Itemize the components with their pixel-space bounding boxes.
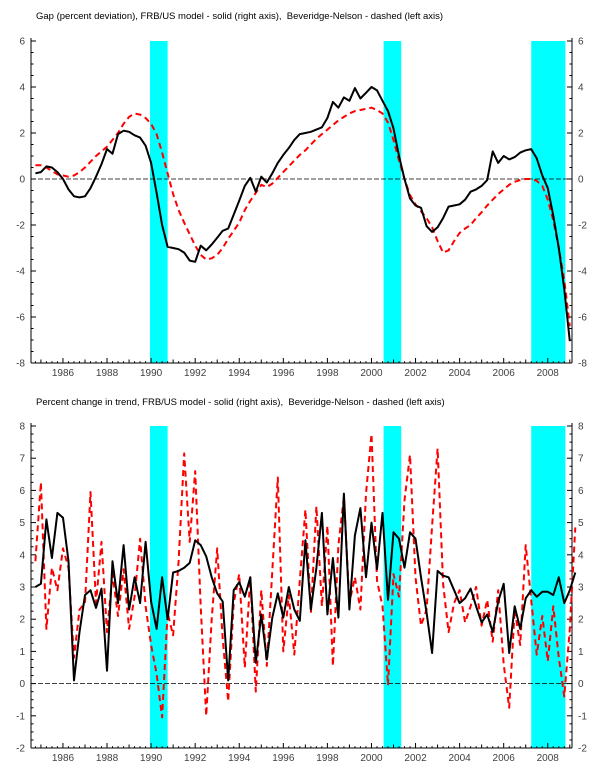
y-axis-label-left: 4 bbox=[19, 83, 25, 94]
recession-band bbox=[149, 426, 168, 748]
y-axis-label-right: 0 bbox=[578, 175, 584, 186]
recession-band bbox=[383, 41, 402, 363]
y-axis-label-right: 6 bbox=[578, 37, 584, 48]
y-axis-label-right: 3 bbox=[578, 583, 584, 594]
frbus-line bbox=[35, 86, 571, 342]
y-axis-label-left: 2 bbox=[19, 129, 25, 140]
y-axis-label-right: 1 bbox=[578, 647, 584, 658]
recession-band bbox=[383, 426, 402, 748]
beveridge-nelson-line bbox=[34, 433, 577, 719]
x-axis-label: 1994 bbox=[228, 753, 251, 764]
x-axis-label: 1988 bbox=[96, 753, 119, 764]
x-axis-label: 2008 bbox=[537, 753, 560, 764]
x-axis-label: 2002 bbox=[404, 753, 427, 764]
x-axis-label: 1992 bbox=[184, 368, 207, 379]
y-axis-label-right: -1 bbox=[578, 711, 587, 722]
x-axis-label: 1996 bbox=[272, 368, 295, 379]
frbus-line bbox=[34, 492, 577, 682]
x-axis-label: 2000 bbox=[360, 368, 383, 379]
recession-band bbox=[531, 41, 566, 363]
y-axis-label-right: 5 bbox=[578, 518, 584, 529]
gap-chart-title: Gap (percent deviation), FRB/US model - … bbox=[36, 11, 444, 22]
y-axis-label-right: 2 bbox=[578, 129, 584, 140]
y-axis-label-left: 0 bbox=[19, 175, 25, 186]
x-axis-label: 1986 bbox=[52, 753, 75, 764]
x-axis-label: 1998 bbox=[316, 753, 339, 764]
y-axis-label-left: -1 bbox=[16, 711, 25, 722]
y-axis-label-right: -2 bbox=[578, 744, 587, 755]
x-axis-label: 1998 bbox=[316, 368, 339, 379]
y-axis-label-left: -8 bbox=[16, 359, 25, 370]
y-axis-label-right: -4 bbox=[578, 267, 587, 278]
x-axis-label: 2002 bbox=[404, 368, 427, 379]
x-axis-label: 1994 bbox=[228, 368, 251, 379]
x-axis-label: 1988 bbox=[96, 368, 119, 379]
x-axis-label: 1996 bbox=[272, 753, 295, 764]
y-axis-label-right: -6 bbox=[578, 313, 587, 324]
y-axis-label-left: 6 bbox=[19, 486, 25, 497]
y-axis-label-right: 4 bbox=[578, 83, 584, 94]
recession-band bbox=[531, 426, 566, 748]
y-axis-label-left: -6 bbox=[16, 313, 25, 324]
y-axis-label-left: 2 bbox=[19, 615, 25, 626]
y-axis-label-right: 0 bbox=[578, 679, 584, 690]
x-axis-label: 2000 bbox=[360, 753, 383, 764]
x-axis-label: 2006 bbox=[493, 368, 516, 379]
y-axis-label-left: -2 bbox=[16, 744, 25, 755]
x-axis-label: 2004 bbox=[448, 368, 471, 379]
x-axis-label: 1992 bbox=[184, 753, 207, 764]
y-axis-label-left: 7 bbox=[19, 454, 25, 465]
trend-chart-title: Percent change in trend, FRB/US model - … bbox=[36, 397, 445, 408]
x-axis-label: 1990 bbox=[140, 753, 163, 764]
y-axis-label-right: 8 bbox=[578, 422, 584, 433]
y-axis-label-left: 4 bbox=[19, 550, 25, 561]
y-axis-label-right: 7 bbox=[578, 454, 584, 465]
y-axis-label-right: 4 bbox=[578, 550, 584, 561]
y-axis-label-left: 8 bbox=[19, 422, 25, 433]
y-axis-label-right: 2 bbox=[578, 615, 584, 626]
y-axis-label-right: -2 bbox=[578, 221, 587, 232]
x-axis-label: 1990 bbox=[140, 368, 163, 379]
x-axis-label: 2008 bbox=[537, 368, 560, 379]
beveridge-nelson-line bbox=[35, 106, 571, 327]
x-axis-label: 2006 bbox=[493, 753, 516, 764]
x-axis-label: 2004 bbox=[448, 753, 471, 764]
y-axis-label-left: -4 bbox=[16, 267, 25, 278]
y-axis-label-left: 3 bbox=[19, 583, 25, 594]
y-axis-label-left: -2 bbox=[16, 221, 25, 232]
y-axis-label-right: 6 bbox=[578, 486, 584, 497]
y-axis-label-right: -8 bbox=[578, 359, 587, 370]
y-axis-label-left: 6 bbox=[19, 37, 25, 48]
y-axis-label-left: 0 bbox=[19, 679, 25, 690]
y-axis-label-left: 5 bbox=[19, 518, 25, 529]
x-axis-label: 1986 bbox=[52, 368, 75, 379]
y-axis-label-left: 1 bbox=[19, 647, 25, 658]
